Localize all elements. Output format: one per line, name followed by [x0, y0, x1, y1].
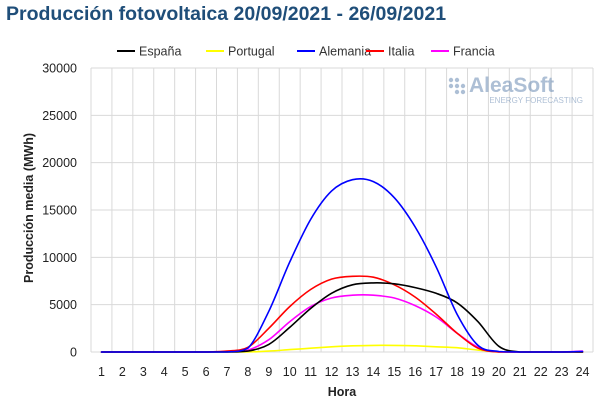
dots-icon: [448, 77, 466, 95]
y-tick-label: 5000: [49, 298, 77, 312]
x-tick-label: 18: [450, 365, 464, 379]
grid: [90, 67, 594, 353]
x-tick-label: 7: [223, 365, 230, 379]
legend-label: Francia: [453, 45, 495, 59]
y-tick-label: 25000: [42, 109, 77, 123]
x-tick-label: 13: [346, 365, 360, 379]
y-tick-label: 15000: [42, 204, 77, 218]
legend-label: Alemania: [319, 45, 371, 59]
x-tick-label: 23: [555, 365, 569, 379]
y-axis-title: Producción media (MWh): [22, 133, 36, 283]
x-tick-label: 14: [366, 365, 380, 379]
x-tick-label: 20: [492, 365, 506, 379]
x-tick-label: 22: [534, 365, 548, 379]
x-tick-label: 1: [98, 365, 105, 379]
series-lines: [100, 178, 584, 353]
x-tick-label: 17: [429, 365, 443, 379]
aleasoft-logo: AleaSoft ENERGY FORECASTING: [448, 74, 583, 105]
x-tick-label: 6: [203, 365, 210, 379]
x-tick-label: 2: [119, 365, 126, 379]
series-line-alemania: [100, 178, 584, 353]
x-tick-label: 11: [304, 365, 317, 379]
x-axis-title: Hora: [328, 385, 358, 399]
watermark-tagline: ENERGY FORECASTING: [489, 96, 583, 105]
watermark-brand: AleaSoft: [469, 74, 554, 97]
x-tick-label: 8: [244, 365, 251, 379]
x-tick-label: 10: [283, 365, 297, 379]
x-tick-label: 5: [182, 365, 189, 379]
x-tick-label: 9: [265, 365, 272, 379]
x-tick-label: 21: [513, 365, 527, 379]
legend-label: Portugal: [228, 45, 275, 59]
y-tick-label: 0: [70, 346, 77, 360]
y-tick-label: 30000: [42, 62, 77, 76]
x-tick-label: 19: [471, 365, 485, 379]
y-tick-label: 10000: [42, 251, 77, 265]
y-axis-ticks: 0 5000 10000 15000 20000 25000 30000: [42, 62, 77, 360]
legend-label: España: [139, 45, 181, 59]
x-axis-ticks: 1 2 3 4 5 6 7 8 9 10 11 12 13 14 15 16 17 18 19 20 21 22 23 24: [98, 365, 590, 379]
x-tick-label: 16: [408, 365, 422, 379]
legend-label: Italia: [388, 45, 414, 59]
x-tick-label: 12: [325, 365, 339, 379]
legend: España Portugal Alemania Italia Francia: [117, 45, 495, 59]
y-tick-label: 20000: [42, 156, 77, 170]
x-tick-label: 15: [387, 365, 401, 379]
x-tick-label: 4: [161, 365, 168, 379]
x-tick-label: 3: [140, 365, 147, 379]
chart-title: Producción fotovoltaica 20/09/2021 - 26/…: [6, 3, 447, 25]
x-tick-label: 24: [576, 365, 590, 379]
